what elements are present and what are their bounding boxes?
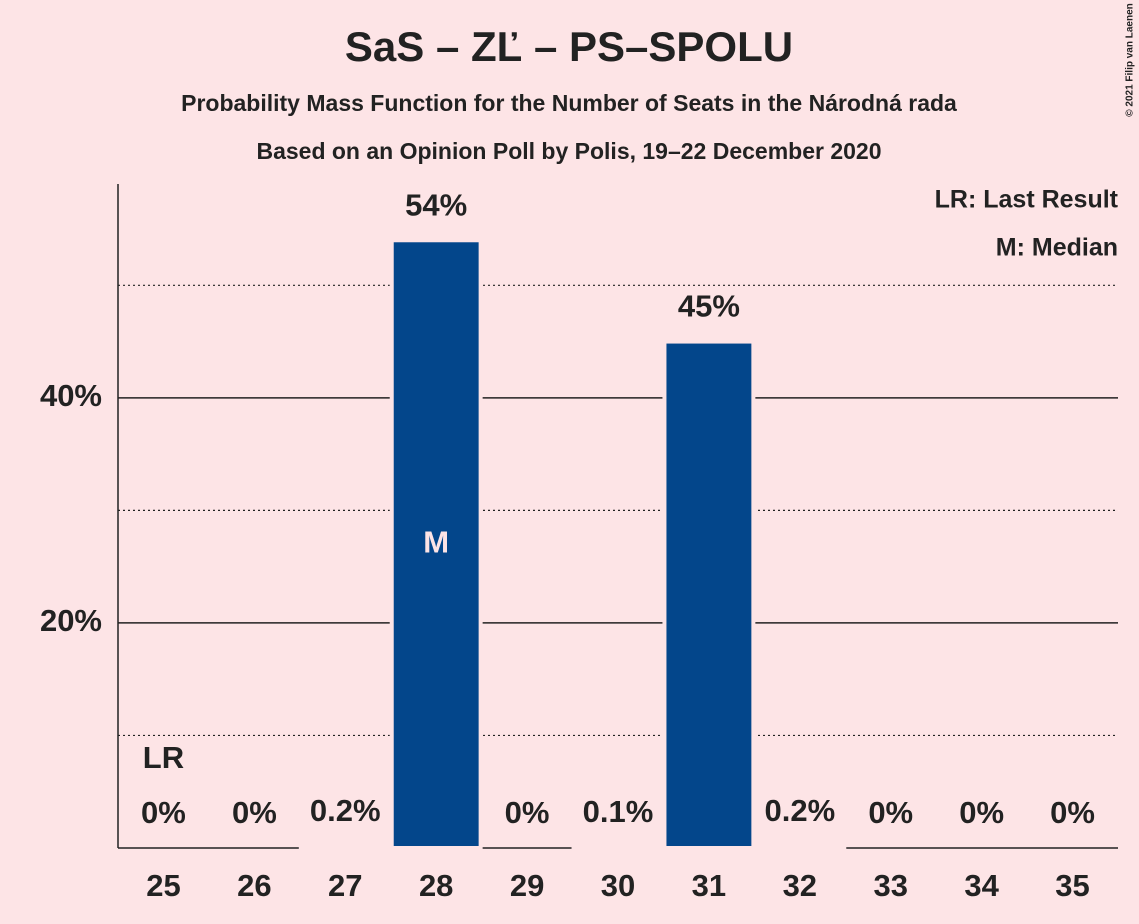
value-label: 54% xyxy=(405,187,467,222)
x-tick-label: 28 xyxy=(419,868,453,903)
x-tick-label: 25 xyxy=(146,868,180,903)
value-label: 45% xyxy=(678,289,740,324)
bar xyxy=(662,339,756,850)
value-label: 0% xyxy=(1050,795,1095,830)
legend-entry: LR: Last Result xyxy=(935,186,1119,214)
chart-subtitle: Probability Mass Function for the Number… xyxy=(181,90,957,116)
x-tick-label: 34 xyxy=(964,868,999,903)
value-label: 0% xyxy=(232,795,277,830)
last-result-marker: LR xyxy=(143,740,184,775)
bar xyxy=(298,843,392,850)
value-label: 0% xyxy=(868,795,913,830)
legend-entry: M: Median xyxy=(996,234,1118,262)
median-marker: M xyxy=(423,524,449,559)
value-label: 0% xyxy=(505,795,550,830)
x-tick-label: 27 xyxy=(328,868,362,903)
value-label: 0% xyxy=(959,795,1004,830)
bar xyxy=(389,238,483,850)
x-tick-label: 32 xyxy=(783,868,817,903)
y-tick-label: 20% xyxy=(40,603,102,638)
x-tick-label: 26 xyxy=(237,868,271,903)
value-label: 0.2% xyxy=(310,793,381,828)
bar xyxy=(571,844,665,850)
x-tick-label: 31 xyxy=(692,868,726,903)
value-label: 0% xyxy=(141,795,186,830)
x-tick-label: 30 xyxy=(601,868,635,903)
x-tick-label: 29 xyxy=(510,868,544,903)
chart-title: SaS – ZĽ – PS–SPOLU xyxy=(345,23,793,70)
value-label: 0.1% xyxy=(583,794,654,829)
y-tick-label: 40% xyxy=(40,378,102,413)
x-tick-label: 33 xyxy=(873,868,907,903)
value-label: 0.2% xyxy=(764,793,835,828)
chart-subtitle: Based on an Opinion Poll by Polis, 19–22… xyxy=(256,138,881,164)
copyright: © 2021 Filip van Laenen xyxy=(1125,3,1136,117)
bar xyxy=(753,843,847,850)
x-tick-label: 35 xyxy=(1055,868,1089,903)
